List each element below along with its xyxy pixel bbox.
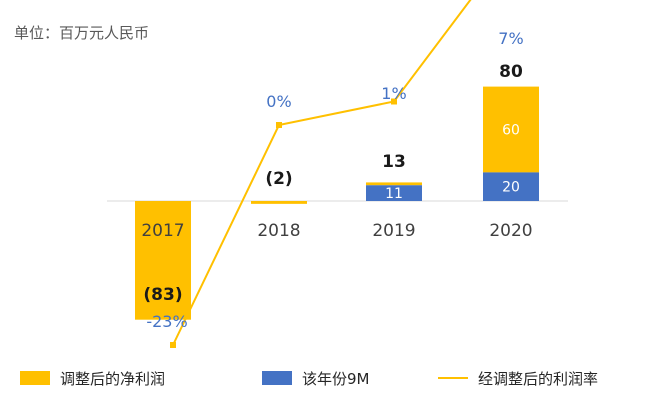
legend-label-margin: 经调整后的利润率	[478, 369, 599, 388]
data-label-nine-month-2019: 11	[385, 186, 403, 202]
margin-label-2017: -23%	[146, 312, 187, 331]
margin-label-2018: 0%	[266, 92, 291, 111]
total-label-2020: 80	[499, 62, 523, 82]
legend-label-adjusted: 调整后的净利润	[60, 369, 166, 388]
tick-label-2019: 2019	[372, 221, 415, 241]
tick-label-2017: 2017	[141, 221, 184, 241]
legend-line-margin	[438, 377, 468, 379]
legend-swatch-adjusted	[20, 371, 50, 385]
legend-swatch-nine-month	[262, 371, 292, 385]
unit-label: 单位：百万元人民币	[14, 24, 150, 42]
data-label-adjusted-2020: 60	[502, 123, 520, 139]
total-label-2017: (83)	[143, 285, 182, 305]
bar-nine-month-2019	[366, 185, 422, 201]
tick-label-2020: 2020	[489, 221, 532, 241]
profit-chart: 2017 2018 2019 2020 11 60 20 (83) (2) 13 80 -23% 0% 1…	[107, 0, 568, 348]
total-label-2019: 13	[382, 152, 406, 172]
margin-label-2020: 7%	[498, 29, 523, 48]
bar-adjusted-2019	[366, 182, 422, 186]
legend-item-adjusted: 调整后的净利润	[20, 366, 165, 390]
total-label-2018: (2)	[265, 169, 292, 189]
margin-point-2019	[391, 98, 397, 105]
legend-label-nine-month: 该年份9M	[302, 369, 370, 388]
margin-label-2019: 1%	[381, 84, 406, 103]
tick-label-2018: 2018	[257, 221, 300, 241]
margin-point-2017	[170, 342, 176, 348]
bar-adjusted-2018	[251, 201, 307, 204]
legend-item-nine-month: 该年份9M	[262, 366, 370, 390]
bar-nine-month-2020	[483, 172, 539, 201]
bar-adjusted-2017	[135, 201, 191, 320]
bar-adjusted-2020	[483, 86, 539, 173]
margin-line	[172, 0, 472, 346]
data-label-nine-month-2020: 20	[502, 180, 520, 196]
margin-point-2018	[276, 122, 282, 128]
legend-item-margin: 经调整后的利润率	[438, 366, 598, 390]
